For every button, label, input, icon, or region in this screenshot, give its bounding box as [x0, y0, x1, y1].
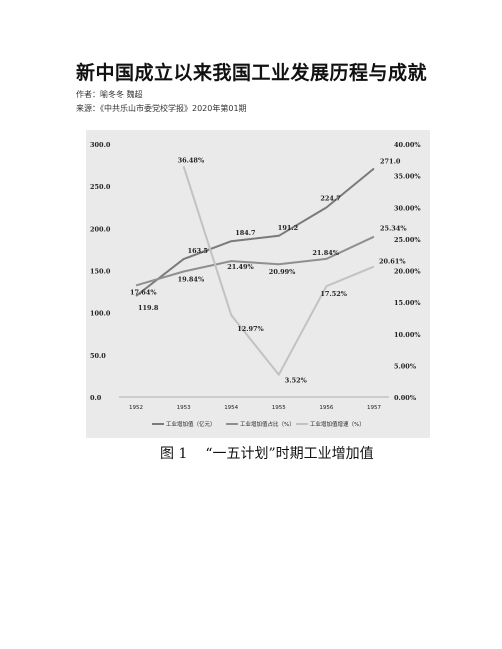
- y-left-tick-label: 200.0: [90, 225, 111, 233]
- article-title: 新中国成立以来我国工业发展历程与成就: [76, 62, 428, 84]
- y-right-tick-label: 30.00%: [394, 204, 421, 212]
- data-label: 191.2: [278, 224, 298, 232]
- article-author: 作者：喻冬冬 魏超: [76, 90, 143, 99]
- series-line-3: [182, 165, 375, 376]
- y-right-tick-label: 5.00%: [394, 362, 417, 370]
- data-label: 271.0: [380, 157, 401, 165]
- y-right-tick-label: 10.00%: [394, 331, 421, 339]
- data-label: 25.34%: [380, 225, 407, 233]
- x-tick-label: 1955: [272, 405, 286, 411]
- figure-caption: “一五计划”时期工业增加值: [205, 446, 374, 462]
- data-label: 21.84%: [312, 249, 339, 257]
- figure-number: 图 1: [160, 446, 188, 462]
- data-label: 17.52%: [320, 290, 347, 298]
- y-left-tick-label: 300.0: [90, 141, 111, 149]
- data-label: 163.5: [188, 247, 209, 255]
- data-label: 20.99%: [269, 268, 296, 276]
- x-tick-label: 1957: [367, 405, 381, 411]
- industrial-value-chart: 0.0 50.0 100.0 150.0 200.0 250.0 300.0 0.00% 5.0…: [86, 130, 430, 438]
- article-source: 来源：《中共乐山市委党校学报》2020年第01期: [76, 104, 247, 113]
- y-left-tick-label: 250.0: [90, 183, 111, 191]
- data-label: 19.84%: [178, 276, 205, 284]
- x-tick-label: 1952: [129, 405, 143, 411]
- y-left-tick-label: 100.0: [90, 310, 111, 318]
- data-label: 119.8: [138, 304, 159, 312]
- y-right-tick-label: 0.00%: [394, 394, 417, 402]
- data-label: 17.64%: [130, 288, 157, 296]
- y-right-tick-label: 40.00%: [394, 141, 421, 149]
- legend-entry: 工业增加值（亿元）: [166, 420, 216, 428]
- data-label: 21.49%: [227, 263, 254, 271]
- legend-entry: 工业增加值占比（%）: [240, 420, 295, 428]
- y-right-tick-label: 15.00%: [394, 299, 421, 307]
- x-tick-label: 1954: [224, 405, 238, 411]
- chart-svg: 0.0 50.0 100.0 150.0 200.0 250.0 300.0 0.00% 5.0…: [90, 141, 421, 428]
- data-label: 12.97%: [237, 325, 264, 333]
- y-right-tick-label: 20.00%: [394, 268, 421, 276]
- y-left-tick-label: 0.0: [90, 394, 102, 402]
- data-label: 184.7: [235, 229, 255, 237]
- y-left-tick-label: 150.0: [90, 268, 111, 276]
- x-tick-label: 1956: [319, 405, 333, 411]
- y-right-tick-label: 35.00%: [394, 173, 421, 181]
- legend-entry: 工业增加值增速（%）: [310, 420, 365, 428]
- figure-caption-row: 图 1 “一五计划”时期工业增加值: [160, 443, 374, 463]
- series-line-2: [135, 235, 375, 287]
- data-label: 3.52%: [285, 377, 308, 385]
- series-line-1: [135, 167, 375, 297]
- y-right-tick-label: 25.00%: [394, 236, 421, 244]
- data-label: 20.61%: [379, 258, 406, 266]
- y-left-tick-label: 50.0: [90, 352, 106, 360]
- data-label: 36.48%: [178, 156, 205, 164]
- data-label: 224.7: [320, 195, 340, 203]
- x-tick-label: 1953: [177, 405, 191, 411]
